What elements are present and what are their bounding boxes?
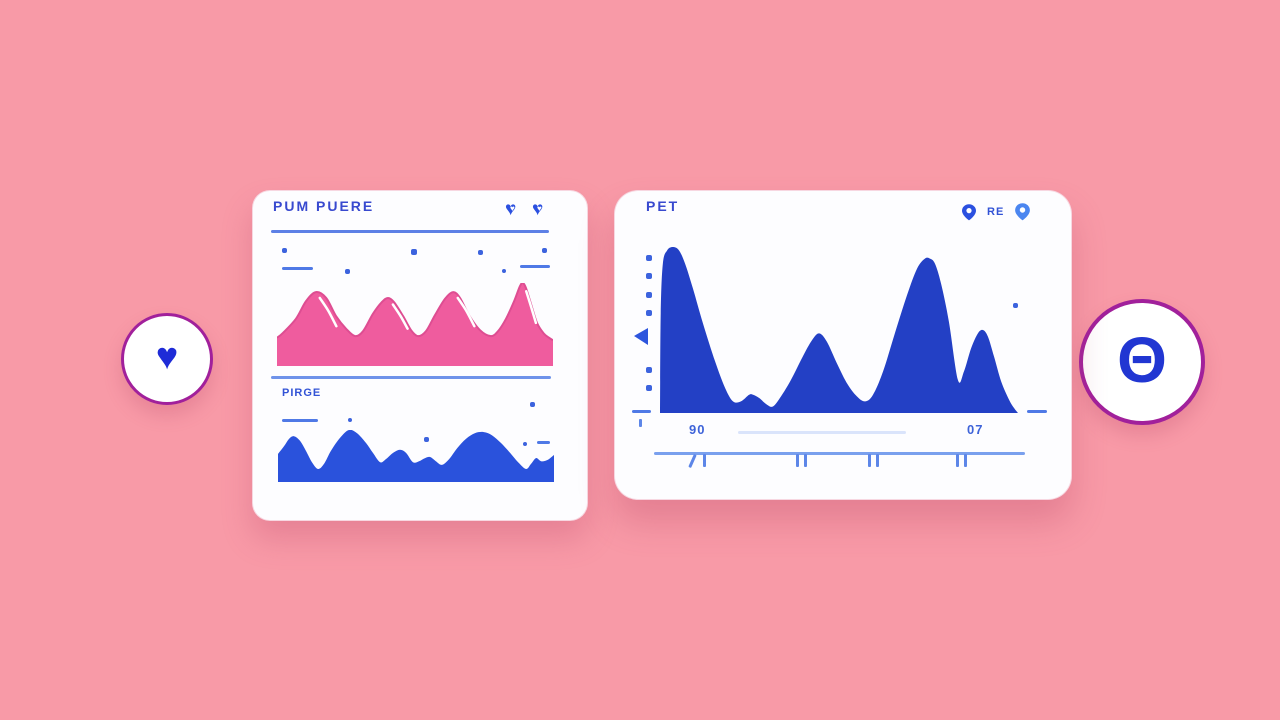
dot-mark [478,250,483,255]
dot-mark [523,442,527,446]
vtick-mark [639,419,642,427]
tri-mark [634,328,648,345]
right-card-title: PET [646,198,680,214]
right-card-icon-row: RE [960,202,1032,222]
ghost-mark [738,431,906,434]
left-card-title: PUM PUERE [273,198,375,214]
shield-icon[interactable] [1013,202,1032,222]
dash-mark [1027,410,1047,413]
dot-mark [424,437,429,442]
dot-mark [646,310,652,316]
section-label: PIRGE [282,387,322,399]
blue-wave-chart [278,430,554,482]
right-dashboard-card: PET RE 90 07 [614,190,1072,500]
dot-mark [542,248,547,253]
pink-wave-chart [277,283,553,366]
heart-filled-icon[interactable]: ♥ ♥ [532,199,544,220]
dash-mark [520,265,550,268]
dot-mark [411,249,417,255]
axis-mark [654,452,1025,455]
heart-outline-icon[interactable]: ♥ ♥ [505,199,517,220]
dot-mark [348,418,352,422]
left-dashboard-card: PUM PUERE ♥ ♥ ♥ ♥ PIRGE [252,190,588,521]
vtick-mark [796,454,799,467]
dot-mark [345,269,350,274]
pin-icon[interactable] [960,203,978,222]
dot-mark [1013,303,1018,308]
dot-mark [646,367,652,373]
dot-mark [646,292,652,298]
dot-mark [646,273,652,279]
theta-icon: Θ [1117,324,1167,396]
dash-mark [282,419,318,422]
dash-mark [282,267,313,270]
vtick-mark [868,454,871,467]
dash-mark [537,441,550,444]
vtick-mark [964,454,967,467]
x-axis-label-right: 07 [967,422,984,437]
toolbar-text: RE [987,206,1005,218]
mountain-area-chart [660,247,1018,413]
heart-badge-button[interactable]: ♥ [121,313,213,405]
dot-mark [646,385,652,391]
vtick-mark [876,454,879,467]
slant-mark [688,453,697,469]
dot-mark [646,255,652,261]
dot-mark [282,248,287,253]
section-divider [271,376,551,379]
vtick-mark [956,454,959,467]
dot-mark [502,269,506,273]
theta-badge-button[interactable]: Θ [1079,299,1205,425]
dash-mark [632,410,651,413]
vtick-mark [703,454,706,467]
vtick-mark [804,454,807,467]
heart-icon: ♥ [155,335,179,378]
title-underline [271,230,549,233]
left-card-icon-row: ♥ ♥ ♥ ♥ [505,199,551,221]
x-axis-label-left: 90 [689,422,706,437]
dot-mark [530,402,535,407]
